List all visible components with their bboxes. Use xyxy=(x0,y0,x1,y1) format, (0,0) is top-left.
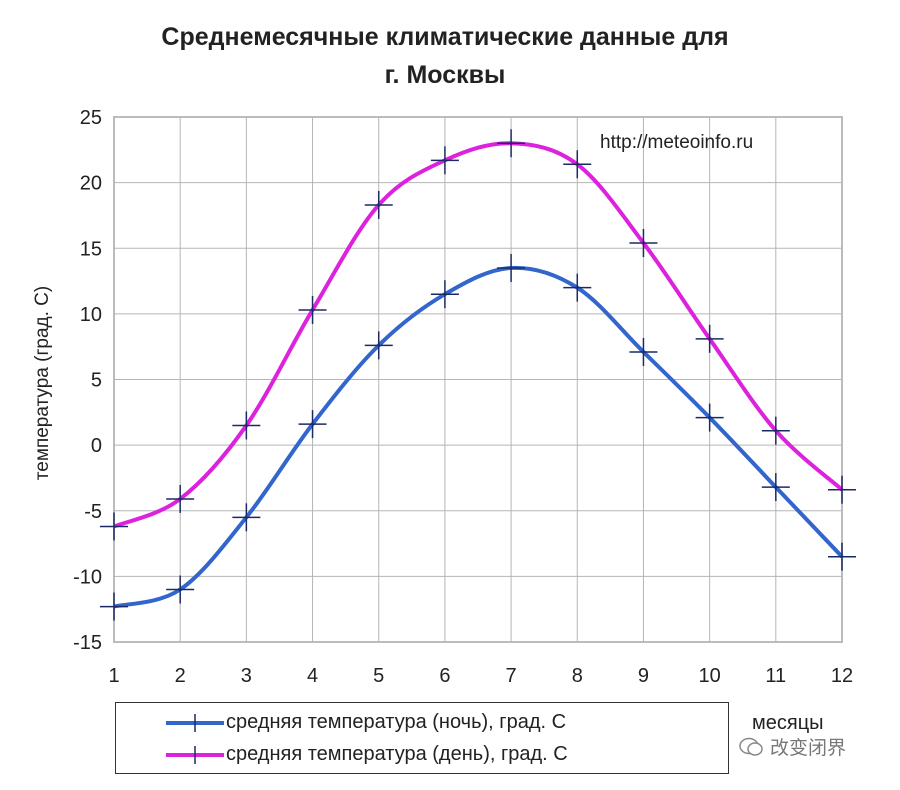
legend-item-day: средняя температура (день), град. С xyxy=(116,740,728,770)
x-tick-label: 7 xyxy=(506,665,517,687)
chart-legend: средняя температура (ночь), град. С сред… xyxy=(115,702,729,774)
series-1-point xyxy=(430,146,459,175)
series-0-point xyxy=(761,473,790,502)
x-tick-label: 11 xyxy=(765,665,786,687)
x-tick-label: 10 xyxy=(699,665,721,687)
series-0-point xyxy=(298,410,327,439)
series-0-point xyxy=(364,331,393,360)
x-tick-label: 2 xyxy=(175,665,186,687)
watermark: 改变闭界 xyxy=(738,733,846,760)
y-tick-label: 25 xyxy=(80,107,102,129)
x-tick-label: 9 xyxy=(638,665,649,687)
series-1-point xyxy=(828,475,856,504)
series-0-point xyxy=(563,273,592,302)
series-0-point xyxy=(695,403,724,432)
x-tick-label: 12 xyxy=(831,665,853,687)
legend-item-night: средняя температура (ночь), град. С xyxy=(116,708,728,738)
series-0-point xyxy=(497,253,526,282)
x-tick-label: 4 xyxy=(307,665,318,687)
x-tick-label: 5 xyxy=(373,665,384,687)
series-0-point xyxy=(629,337,658,366)
y-tick-label: -15 xyxy=(73,632,102,654)
x-tick-label: 1 xyxy=(108,665,119,687)
y-tick-label: -5 xyxy=(84,501,102,523)
series-line-0 xyxy=(113,265,844,609)
series-0-point xyxy=(430,280,459,309)
series-1-point xyxy=(364,190,393,219)
legend-label-night: средняя температура (ночь), град. С xyxy=(226,711,567,733)
x-axis-label: месяцы xyxy=(752,712,824,734)
x-tick-label: 8 xyxy=(572,665,583,687)
series-0-point xyxy=(100,592,128,621)
chart-title-line2: г. Москвы xyxy=(384,61,506,89)
y-axis-label: температура (град. С) xyxy=(32,286,53,480)
series-0-point xyxy=(232,503,261,532)
series-1-point xyxy=(761,416,790,445)
y-tick-label: 15 xyxy=(80,238,102,260)
source-note: http://meteoinfo.ru xyxy=(600,132,753,153)
chart-series xyxy=(100,129,856,621)
series-0-point xyxy=(166,575,195,604)
y-tick-label: 0 xyxy=(91,435,102,457)
chat-bubble-icon xyxy=(739,737,763,756)
series-1-point xyxy=(100,512,128,541)
series-1-point xyxy=(695,324,724,353)
series-1-point xyxy=(563,150,592,179)
y-tick-label: 10 xyxy=(80,304,102,326)
series-1-point xyxy=(232,411,261,440)
legend-label-day: средняя температура (день), град. С xyxy=(226,743,568,765)
series-0-point xyxy=(828,542,856,571)
series-1-point xyxy=(166,484,195,513)
series-1-point xyxy=(497,129,526,158)
y-tick-label: 5 xyxy=(91,370,102,392)
series-1-point xyxy=(629,229,658,257)
series-1-point xyxy=(298,295,327,324)
chart-title-line1: Среднемесячные климатические данные для xyxy=(161,23,729,51)
x-tick-label: 6 xyxy=(439,665,450,687)
legend-swatch-night xyxy=(166,714,224,732)
y-tick-label: -10 xyxy=(73,566,102,588)
legend-swatch-day xyxy=(166,746,224,764)
chart-grid xyxy=(113,116,843,643)
watermark-text: 改变闭界 xyxy=(770,738,847,759)
x-tick-label: 3 xyxy=(241,665,252,687)
chart-title: Среднемесячные климатические данные для … xyxy=(0,18,890,94)
y-tick-label: 20 xyxy=(80,173,102,195)
